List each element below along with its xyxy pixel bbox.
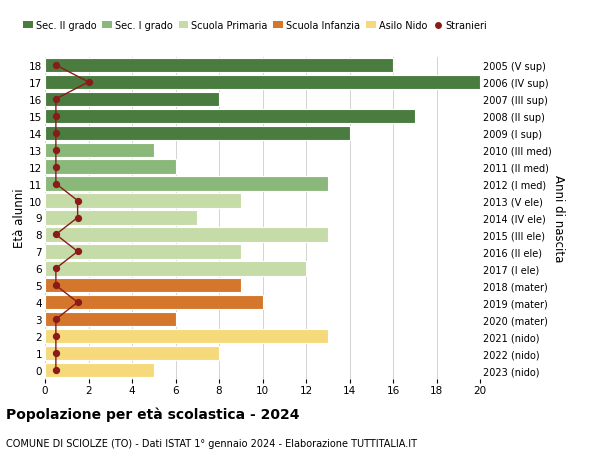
Point: [73, 214, 82, 222]
Bar: [45, 143, 154, 157]
Point: [51, 163, 61, 171]
Point: [51, 350, 61, 357]
Point: [51, 316, 61, 323]
Bar: [45, 126, 349, 140]
Bar: [45, 346, 219, 360]
Bar: [45, 59, 393, 73]
Y-axis label: Anni di nascita: Anni di nascita: [553, 174, 565, 262]
Point: [51, 231, 61, 239]
Bar: [45, 296, 263, 310]
Bar: [45, 363, 154, 377]
Text: COMUNE DI SCIOLZE (TO) - Dati ISTAT 1° gennaio 2024 - Elaborazione TUTTITALIA.IT: COMUNE DI SCIOLZE (TO) - Dati ISTAT 1° g…: [6, 438, 417, 448]
Bar: [45, 228, 328, 242]
Point: [51, 333, 61, 340]
Bar: [45, 109, 415, 124]
Bar: [45, 245, 241, 259]
Text: Popolazione per età scolastica - 2024: Popolazione per età scolastica - 2024: [6, 406, 299, 421]
Point: [51, 62, 61, 69]
Point: [51, 96, 61, 103]
Bar: [45, 329, 328, 344]
Bar: [45, 312, 176, 327]
Point: [51, 282, 61, 289]
Point: [73, 197, 82, 205]
Point: [51, 367, 61, 374]
Point: [84, 79, 94, 86]
Point: [51, 180, 61, 188]
Point: [51, 147, 61, 154]
Bar: [45, 194, 241, 208]
Point: [51, 113, 61, 120]
Point: [51, 265, 61, 273]
Point: [51, 130, 61, 137]
Point: [73, 299, 82, 306]
Bar: [45, 177, 328, 191]
Y-axis label: Età alunni: Età alunni: [13, 188, 26, 248]
Legend: Sec. II grado, Sec. I grado, Scuola Primaria, Scuola Infanzia, Asilo Nido, Stran: Sec. II grado, Sec. I grado, Scuola Prim…: [19, 17, 491, 35]
Bar: [45, 92, 219, 107]
Bar: [45, 279, 241, 293]
Bar: [45, 262, 306, 276]
Bar: [45, 160, 176, 174]
Point: [73, 248, 82, 256]
Bar: [45, 211, 197, 225]
Bar: [45, 76, 480, 90]
